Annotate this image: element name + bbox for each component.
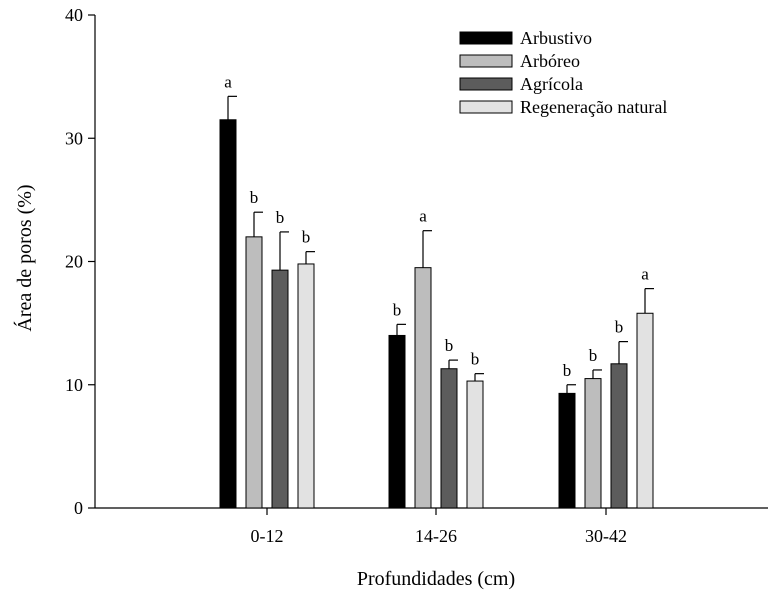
legend-label: Regeneração natural — [520, 97, 667, 117]
bar — [245, 236, 263, 509]
significance-label: a — [641, 265, 649, 284]
x-tick-label: 0-12 — [251, 526, 284, 546]
significance-label: b — [563, 361, 572, 380]
bar — [271, 269, 289, 509]
legend-label: Agrícola — [520, 74, 583, 94]
significance-label: b — [445, 336, 454, 355]
legend-swatch — [459, 54, 513, 68]
significance-label: b — [471, 350, 480, 369]
significance-label: b — [393, 300, 402, 319]
bar — [388, 334, 406, 509]
significance-label: a — [419, 207, 427, 226]
y-tick-label: 30 — [65, 128, 83, 148]
y-axis-title: Área de poros (%) — [13, 184, 36, 331]
y-axis-ticks: 0 10 20 30 40 — [65, 5, 95, 518]
significance-label: b — [276, 208, 285, 227]
bar — [414, 267, 432, 509]
y-tick-label: 40 — [65, 5, 83, 25]
legend-swatch — [459, 31, 513, 45]
bar — [584, 378, 602, 509]
x-tick-label: 30-42 — [585, 526, 627, 546]
significance-label: b — [615, 318, 624, 337]
bar — [440, 368, 458, 509]
bar — [219, 119, 237, 509]
legend-swatch — [459, 77, 513, 91]
bar — [610, 363, 628, 509]
bar — [636, 312, 654, 509]
x-tick-label: 14-26 — [415, 526, 457, 546]
significance-label: b — [589, 346, 598, 365]
y-tick-label: 20 — [65, 252, 83, 272]
significance-label: a — [224, 72, 232, 91]
x-axis-title: Profundidades (cm) — [357, 568, 515, 590]
significance-label: b — [250, 188, 259, 207]
bar — [466, 380, 484, 509]
legend: Arbustivo Arbóreo Agrícola Regeneração natu… — [459, 28, 667, 117]
legend-swatch — [459, 100, 513, 114]
y-tick-label: 10 — [65, 375, 83, 395]
legend-label: Arbustivo — [520, 28, 592, 48]
y-tick-label: 0 — [74, 498, 83, 518]
legend-label: Arbóreo — [520, 51, 580, 71]
bar — [558, 392, 576, 509]
x-axis-ticks: 0-12 14-26 30-42 — [251, 508, 627, 546]
significance-label: b — [302, 228, 311, 247]
bar — [297, 263, 315, 509]
